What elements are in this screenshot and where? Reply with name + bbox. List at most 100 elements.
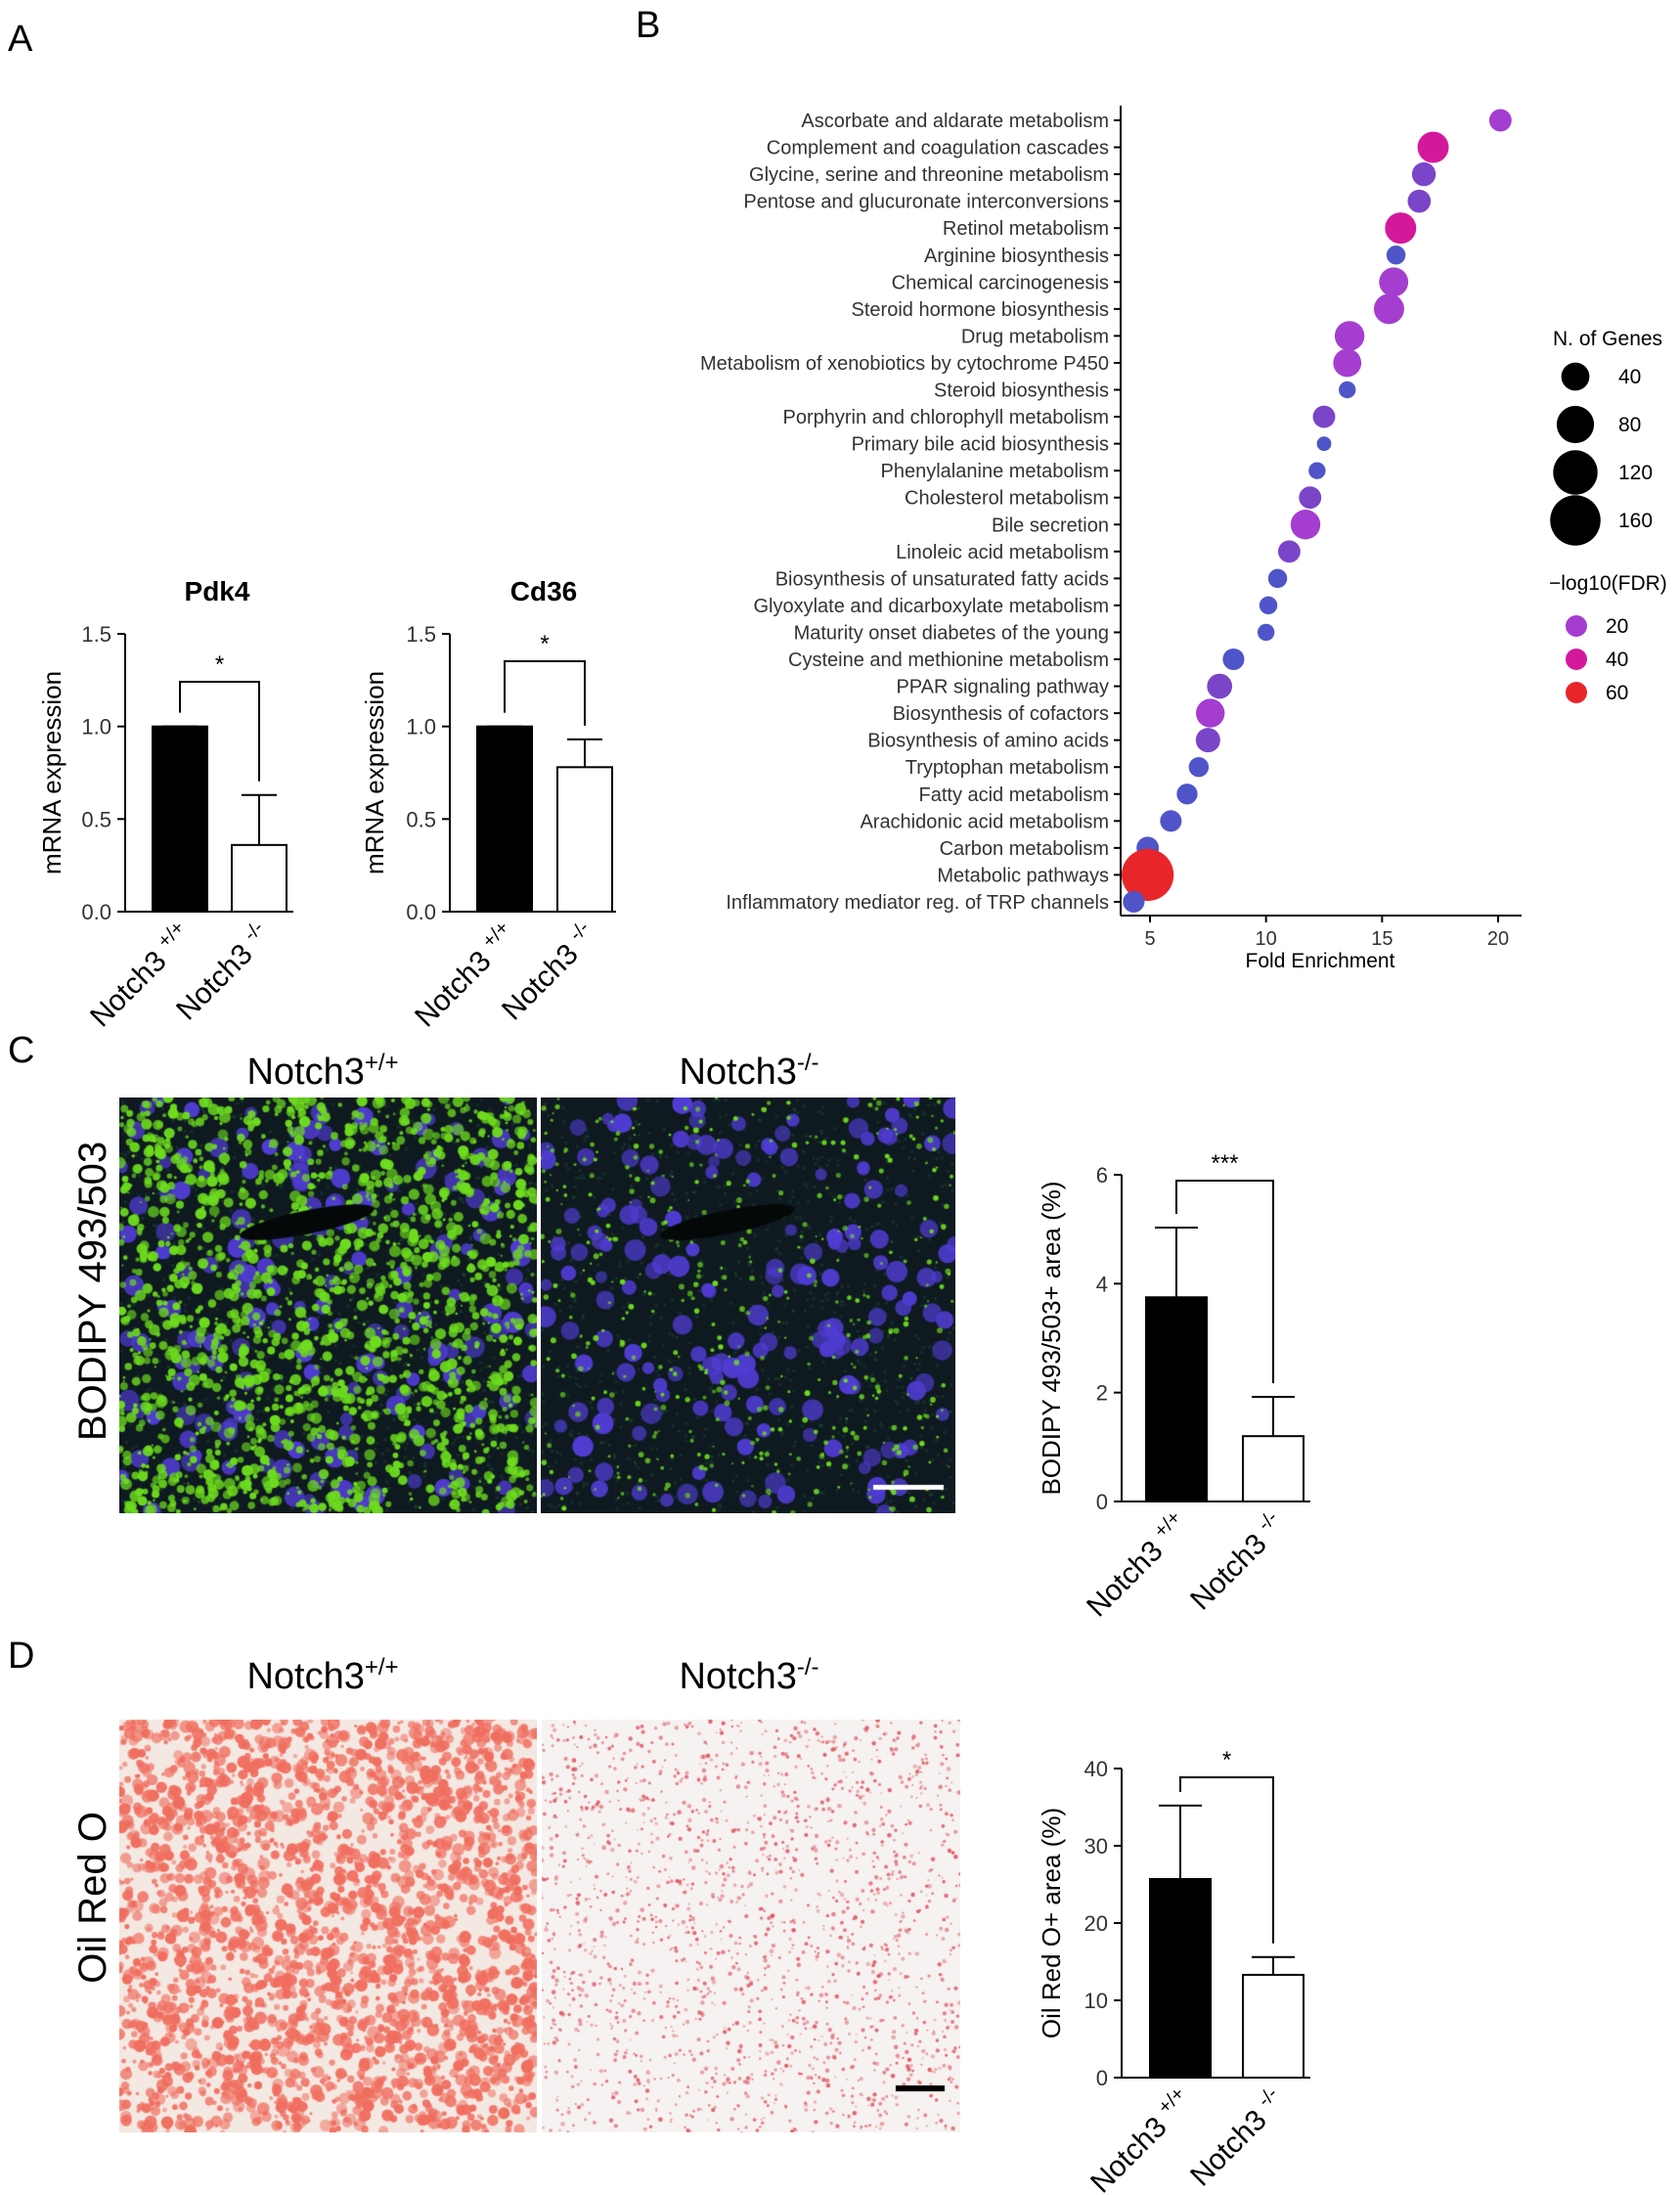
kegg-enrichment-bubble-chart: 5 10 15 20 Fold Enrichment Ascorbate and alda…: [700, 106, 1667, 972]
kegg-color-legend-marker: [1566, 682, 1587, 703]
kegg-xtick-label: 5: [1144, 928, 1155, 950]
oilred-x-tick-label: Notch3 -/-: [1182, 2083, 1292, 2192]
oilred-ytick-label: 40: [1084, 1757, 1108, 1781]
kegg-point: [1207, 673, 1233, 699]
oilred-x-tick-label: Notch3 +/+: [1083, 2083, 1199, 2195]
kegg-term-label: Metabolism of xenobiotics by cytochrome …: [700, 353, 1109, 375]
kegg-term-label: Pentose and glucuronate interconversions: [743, 192, 1109, 213]
kegg-color-legend-label: 40: [1606, 649, 1628, 671]
oilred-ytick-label: 20: [1084, 1911, 1108, 1936]
kegg-term-label: Carbon metabolism: [940, 838, 1109, 860]
oilred-ytick-label: 10: [1084, 1989, 1108, 2013]
cd36-ytick-label: 1.5: [406, 622, 436, 647]
kegg-point: [1188, 757, 1210, 778]
kegg-color-legend-marker: [1566, 615, 1587, 637]
kegg-point: [1259, 596, 1278, 615]
kegg-xtick-label: 15: [1371, 928, 1393, 950]
kegg-point: [1122, 848, 1174, 902]
oilred-ytick-label: 0: [1096, 2066, 1108, 2090]
bodipy-x-tick-label: Notch3 +/+: [1079, 1506, 1195, 1623]
kegg-point: [1488, 109, 1512, 132]
cd36-title: Cd36: [510, 576, 577, 606]
bodipy-x-tick-label: Notch3 -/-: [1182, 1506, 1292, 1616]
oilred-y-label: Oil Red O+ area (%): [1037, 1808, 1066, 2038]
oilred-wt-micrograph: [119, 1720, 537, 2132]
kegg-point: [1334, 321, 1365, 351]
kegg-point: [1123, 890, 1145, 913]
kegg-term-label: Steroid hormone biosynthesis: [852, 299, 1109, 321]
kegg-size-legend-title: N. of Genes: [1553, 328, 1662, 350]
kegg-point: [1290, 510, 1321, 540]
kegg-size-legend-label: 40: [1618, 366, 1641, 388]
oilred-row-label: Oil Red O: [71, 1812, 114, 1984]
kegg-size-legend-marker: [1550, 495, 1601, 546]
kegg-size-legend-label: 160: [1618, 510, 1653, 532]
cd36-ytick-label: 0.0: [406, 900, 436, 924]
cd36-x-tick-label: Notch3 +/+: [407, 917, 523, 1033]
kegg-point: [1411, 161, 1437, 187]
kegg-point: [1339, 381, 1356, 399]
bodipy-ytick-label: 6: [1096, 1163, 1108, 1187]
panel-label-d: D: [8, 1635, 34, 1677]
bodipy-ytick-label: 4: [1096, 1272, 1108, 1296]
kegg-term-label: Arginine biosynthesis: [924, 246, 1109, 267]
pdk4-ytick-label: 1.5: [81, 622, 111, 647]
kegg-term-label: Glycine, serine and threonine metabolism: [749, 164, 1109, 186]
kegg-term-label: Biosynthesis of unsaturated fatty acids: [775, 568, 1109, 590]
kegg-term-label: Chemical carcinogenesis: [892, 272, 1109, 293]
kegg-point: [1222, 648, 1245, 671]
bodipy-bar: [1242, 1435, 1304, 1502]
panel-label-b: B: [636, 5, 660, 46]
pdk4-significance-mark: *: [215, 651, 224, 678]
kegg-term-label: Cholesterol metabolism: [905, 488, 1109, 510]
kegg-point: [1386, 246, 1406, 265]
cd36-bar-chart: Cd36 0.0 0.5 1.0 1.5 mRNA expression Notch3 +/…: [360, 576, 616, 1034]
kegg-size-legend-label: 120: [1618, 462, 1653, 484]
kegg-color-legend-title: −log10(FDR): [1549, 572, 1667, 595]
kegg-term-label: Retinol metabolism: [943, 218, 1109, 240]
pdk4-y-label: mRNA expression: [37, 671, 66, 874]
bodipy-wt-micrograph: [119, 1098, 537, 1513]
cd36-ytick-label: 0.5: [406, 807, 436, 831]
kegg-xtick-label: 20: [1487, 928, 1509, 950]
oilred-ko-label: Notch3-/-: [679, 1654, 818, 1697]
bodipy-row-label: BODIPY 493/503: [71, 1142, 114, 1441]
kegg-color-legend-label: 20: [1606, 615, 1628, 638]
kegg-term-label: Fatty acid metabolism: [918, 784, 1109, 806]
kegg-point: [1373, 293, 1404, 325]
cd36-bar: [476, 725, 533, 914]
bodipy-significance-mark: ***: [1211, 1150, 1238, 1177]
cd36-ytick-label: 1.0: [406, 715, 436, 739]
cd36-significance-mark: *: [540, 631, 549, 657]
kegg-term-label: Phenylalanine metabolism: [881, 461, 1109, 482]
panel-label-c: C: [8, 1030, 34, 1071]
kegg-term-label: Cysteine and methionine metabolism: [788, 650, 1109, 671]
pdk4-ytick-label: 1.0: [81, 715, 111, 739]
kegg-point: [1195, 728, 1220, 753]
bodipy-ko-micrograph: [541, 1098, 955, 1513]
kegg-term-label: Arachidonic acid metabolism: [860, 811, 1109, 832]
kegg-term-label: Glyoxylate and dicarboxylate metabolism: [753, 596, 1109, 617]
oilred-wt-label: Notch3+/+: [246, 1654, 398, 1697]
kegg-size-legend-marker: [1556, 405, 1595, 444]
kegg-term-label: Biosynthesis of cofactors: [893, 703, 1109, 725]
bodipy-ytick-label: 2: [1096, 1381, 1108, 1406]
kegg-term-label: Primary bile acid biosynthesis: [852, 434, 1109, 456]
kegg-term-label: PPAR signaling pathway: [896, 677, 1109, 698]
pdk4-title: Pdk4: [185, 576, 250, 606]
kegg-point: [1257, 623, 1275, 642]
kegg-point: [1385, 212, 1417, 245]
kegg-point: [1160, 810, 1182, 832]
kegg-term-label: Tryptophan metabolism: [906, 757, 1109, 779]
kegg-color-legend-label: 60: [1606, 682, 1628, 704]
cd36-bar: [556, 766, 613, 913]
pdk4-bar: [152, 725, 208, 914]
panel-label-a: A: [8, 19, 33, 60]
pdk4-bar: [231, 843, 287, 914]
pdk4-bar-chart: Pdk4 0.0 0.5 1.0 1.5 mRNA expression Notch3 +/…: [37, 576, 293, 1034]
kegg-term-label: Porphyrin and chlorophyll metabolism: [783, 407, 1110, 428]
kegg-point: [1316, 436, 1332, 452]
kegg-point: [1379, 267, 1409, 297]
kegg-point: [1299, 486, 1322, 510]
kegg-point: [1176, 784, 1198, 805]
